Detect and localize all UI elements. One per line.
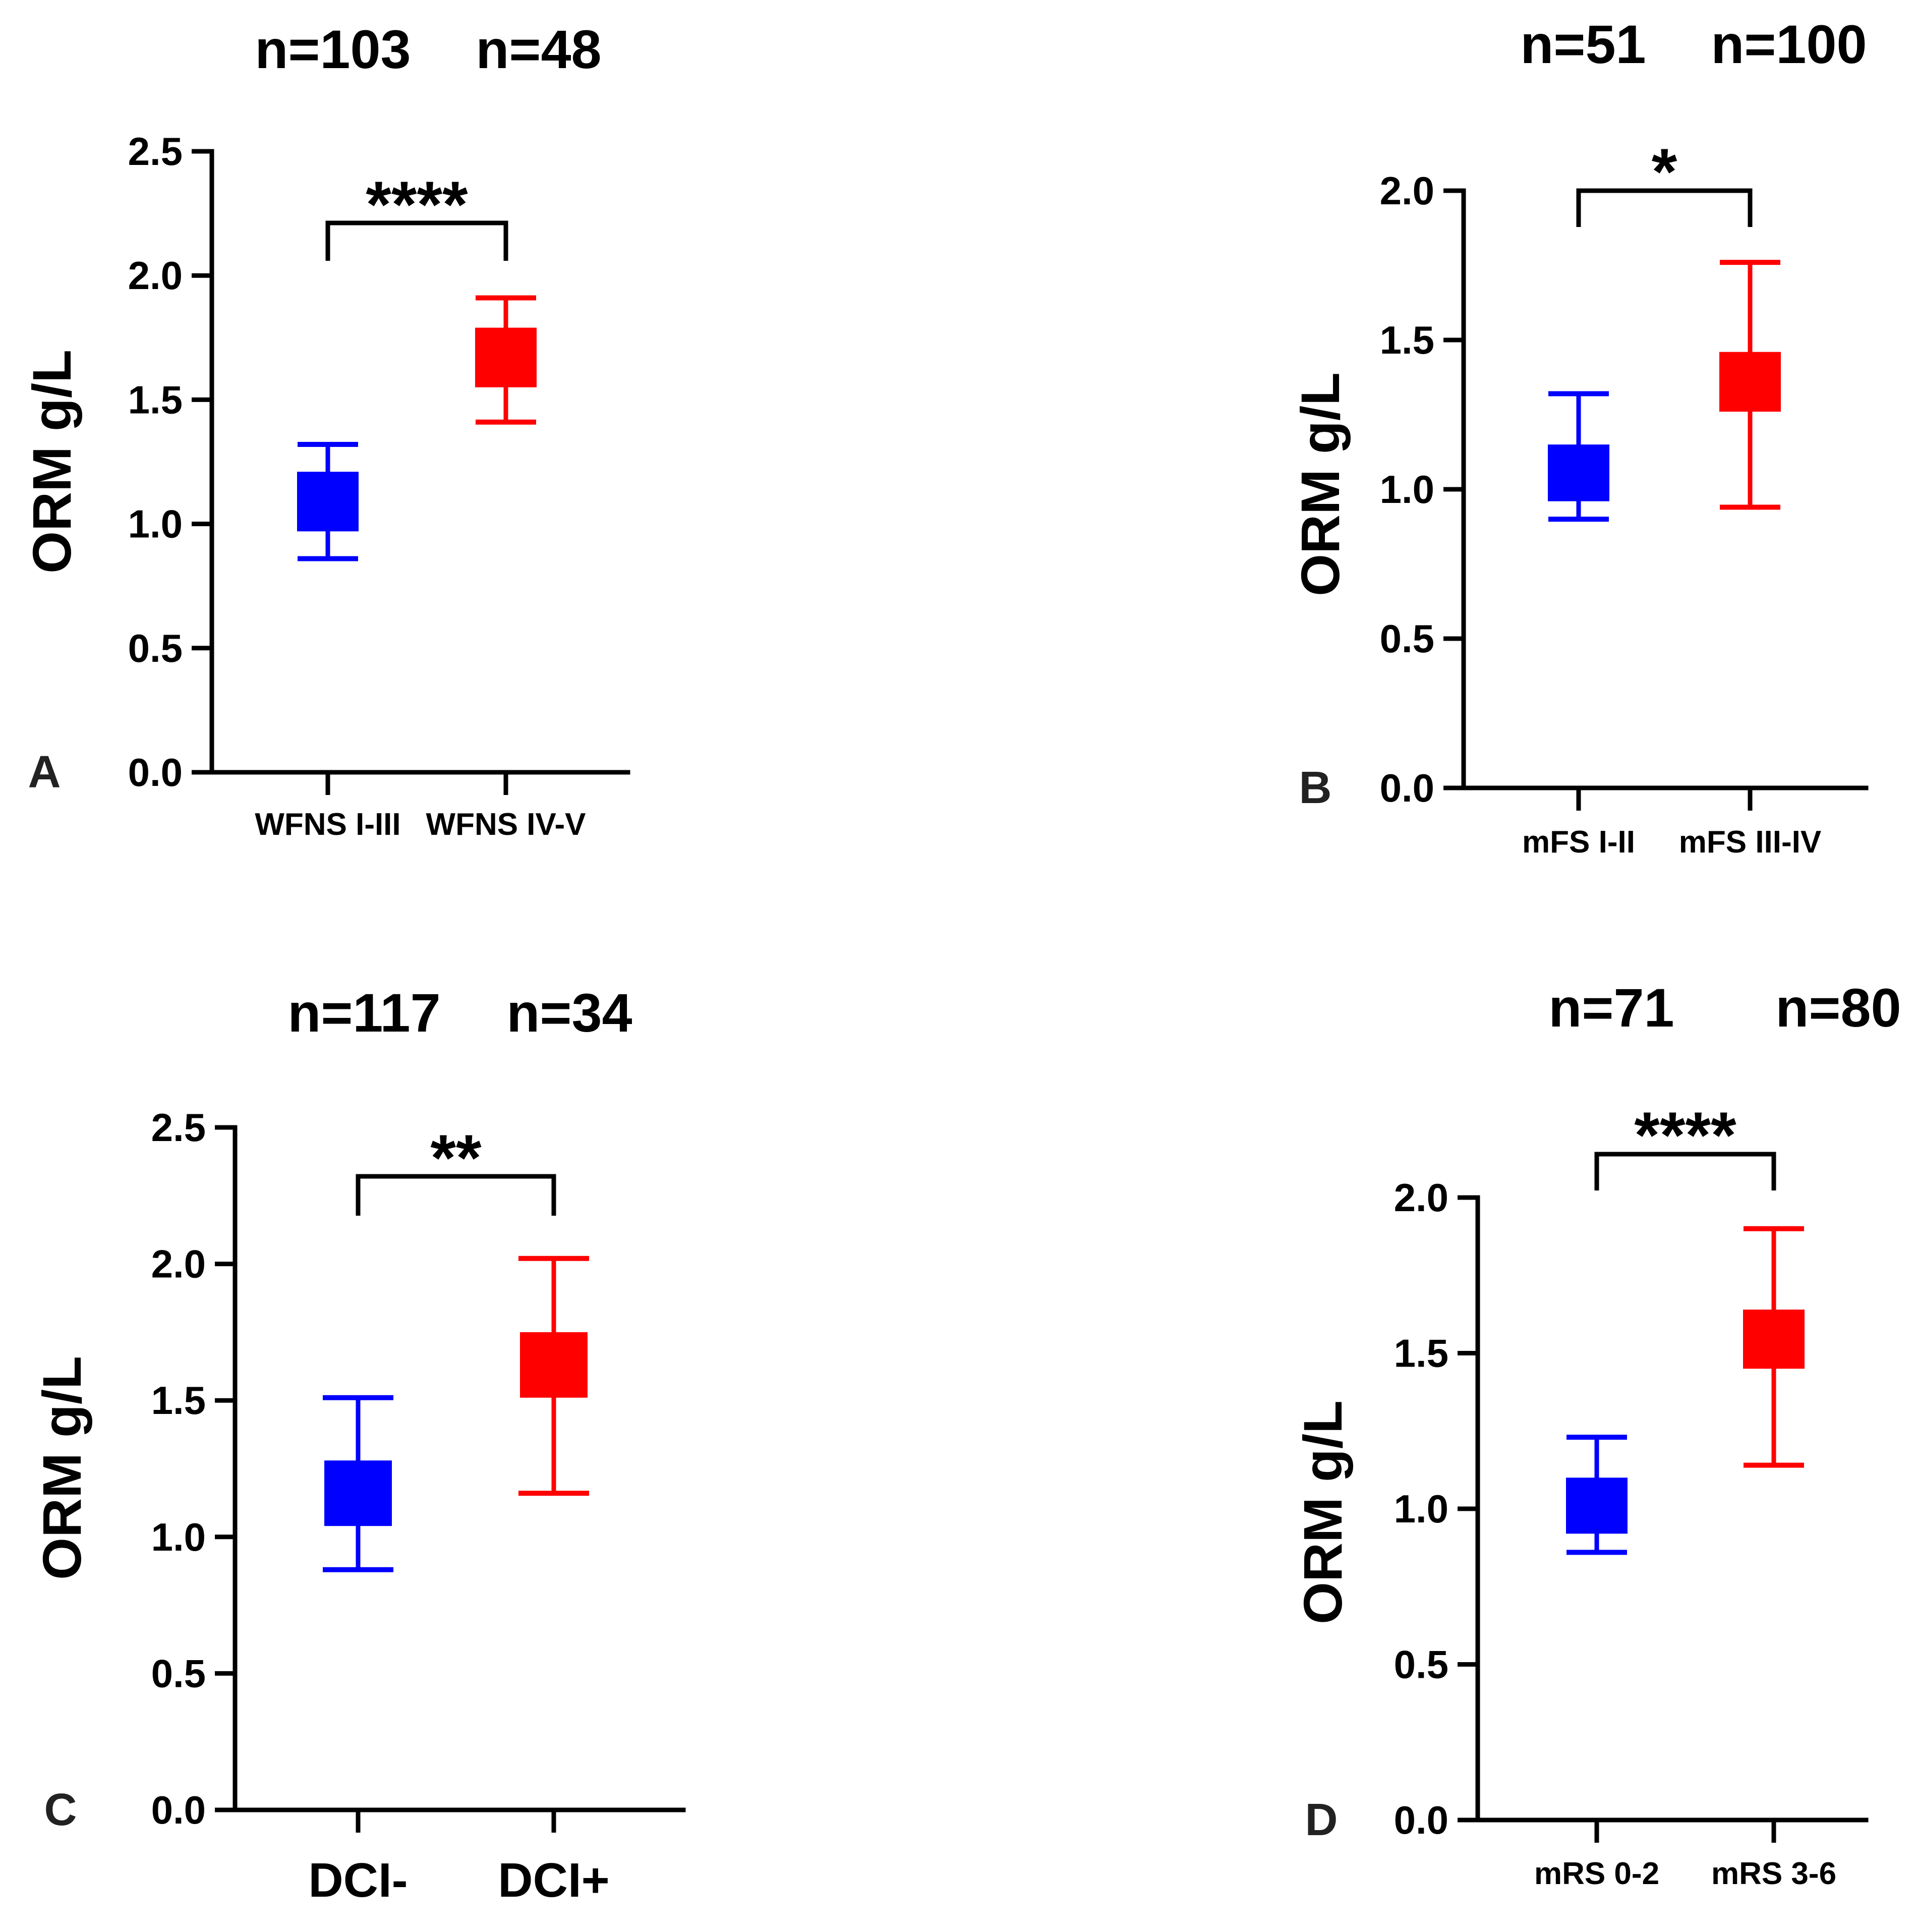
x-category-label: WFNS IV-V (426, 807, 586, 842)
iqr-box (1743, 1310, 1805, 1369)
iqr-box (475, 327, 537, 387)
y-tick-label: 0.5 (1394, 1642, 1448, 1687)
x-category-label: DCI+ (498, 1853, 609, 1907)
box-plot-group2 (1719, 260, 1781, 510)
y-axis-label: ORM g/L (1292, 1400, 1353, 1624)
n-label: n=103 (255, 19, 411, 80)
iqr-box (1566, 1478, 1628, 1534)
significance-stars: * (1652, 135, 1677, 208)
y-tick-label: 1.0 (151, 1515, 206, 1559)
n-label: n=34 (506, 982, 632, 1043)
y-tick-label: 0.0 (1380, 766, 1434, 810)
iqr-box (520, 1332, 588, 1398)
box-plot-group2 (475, 295, 537, 425)
significance-stars: **** (1634, 1098, 1736, 1172)
n-label: n=51 (1520, 14, 1646, 75)
y-tick-label: 1.5 (128, 377, 183, 422)
n-label: n=100 (1711, 14, 1867, 75)
y-axis-label: ORM g/L (31, 1356, 92, 1580)
box-plot-group1 (1548, 391, 1609, 522)
y-axis-label: ORM g/L (21, 350, 82, 574)
n-label: n=71 (1548, 977, 1674, 1038)
box-plot-group1 (1566, 1435, 1628, 1555)
y-axis-label: ORM g/L (1290, 372, 1351, 596)
y-tick-label: 1.5 (151, 1378, 206, 1423)
y-tick-label: 0.5 (128, 626, 183, 670)
y-tick-label: 0.0 (151, 1788, 206, 1832)
significance-bracket (1594, 1152, 1776, 1190)
x-category-label: mFS III-IV (1679, 825, 1821, 860)
iqr-box (1548, 444, 1609, 501)
panel-letter: A (28, 747, 61, 798)
panel-c: 0.0 0.5 1.0 1.5 2.0 2.5 ORM g/L C DCI-n=117 DCI+ n… (31, 982, 686, 1907)
panel-a: 0.0 0.5 1.0 1.5 2.0 2.5 ORM g/L A WFNS I-III n=10… (21, 19, 630, 842)
y-tick-label: 0.5 (1380, 616, 1434, 661)
significance-stars: ** (430, 1121, 482, 1195)
x-category-label: DCI- (308, 1853, 408, 1907)
box-plot-group2 (518, 1256, 589, 1496)
box-plot-group1 (323, 1395, 393, 1572)
x-category-label: mRS 3-6 (1711, 1856, 1836, 1891)
significance-bracket (356, 1174, 556, 1216)
box-plot-group1 (297, 442, 359, 561)
y-tick-label: 2.0 (128, 253, 183, 298)
y-tick-label: 1.0 (1380, 467, 1434, 512)
x-category-label: WFNS I-III (255, 807, 400, 842)
iqr-box (297, 472, 359, 532)
y-tick-label: 0.0 (1394, 1798, 1448, 1842)
significance-stars: **** (366, 167, 468, 241)
panel-letter: D (1305, 1795, 1338, 1845)
n-label: n=80 (1775, 977, 1901, 1038)
iqr-box (1719, 352, 1781, 412)
box-plot-group2 (1743, 1226, 1805, 1468)
n-label: n=117 (287, 982, 440, 1043)
y-tick-label: 1.5 (1394, 1331, 1448, 1376)
y-tick-label: 2.5 (128, 129, 183, 174)
significance-bracket (325, 220, 508, 261)
x-category-label: mRS 0-2 (1534, 1856, 1659, 1891)
y-tick-label: 1.0 (1394, 1487, 1448, 1531)
y-tick-label: 2.0 (1394, 1175, 1448, 1220)
y-tick-label: 2.5 (151, 1105, 206, 1150)
y-tick-label: 2.0 (1380, 168, 1434, 213)
y-tick-label: 1.5 (1380, 318, 1434, 362)
n-label: n=48 (476, 19, 601, 80)
y-tick-label: 0.5 (151, 1651, 206, 1695)
y-tick-label: 1.0 (128, 502, 183, 546)
y-tick-label: 0.0 (128, 750, 183, 794)
panel-letter: C (44, 1785, 77, 1835)
x-category-label: mFS I-II (1522, 825, 1635, 860)
y-tick-label: 2.0 (151, 1242, 206, 1286)
panel-letter: B (1299, 763, 1332, 813)
significance-bracket (1576, 188, 1753, 227)
iqr-box (324, 1460, 392, 1526)
